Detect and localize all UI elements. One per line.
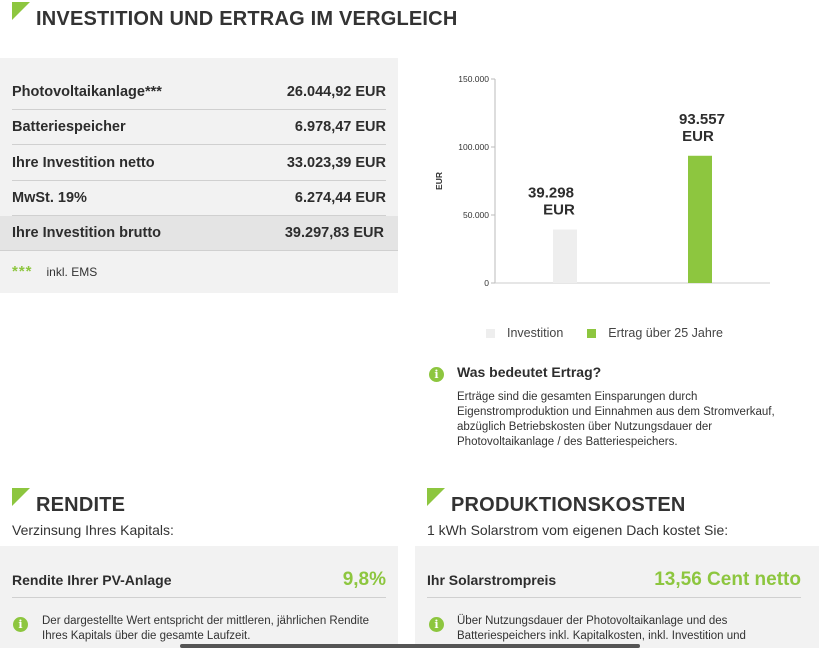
legend-item-investition: Investition: [486, 326, 563, 340]
rendite-value: 9,8%: [342, 569, 386, 590]
info-icon: i: [429, 367, 444, 382]
bar-unit-label: EUR: [682, 128, 714, 145]
footnote-stars: ***: [12, 263, 33, 280]
cost-row-investition-brutto: Ihre Investition brutto 39.297,83 EUR: [0, 216, 398, 251]
chart-legend: Investition Ertrag über 25 Jahre: [486, 326, 747, 340]
bar-unit-label: EUR: [543, 202, 575, 219]
rendite-info-icon: i: [13, 617, 28, 632]
legend-swatch-ertrag: [587, 328, 597, 338]
cost-row-batteriespeicher: Batteriespeicher 6.978,47 EUR: [12, 110, 386, 145]
legend-label-ertrag: Ertrag über 25 Jahre: [608, 326, 723, 340]
y-tick-label: 100.000: [458, 142, 489, 152]
title-corner-marker: [12, 2, 30, 20]
produktionskosten-subtitle: 1 kWh Solarstrom vom eigenen Dach kostet…: [427, 522, 729, 538]
y-tick-label: 50.000: [463, 210, 489, 220]
rendite-note: Der dargestellte Wert entspricht der mit…: [42, 615, 370, 642]
cost-table: Photovoltaikanlage*** 26.044,92 EUR Batt…: [0, 58, 398, 293]
produktionskosten-row: Ihr Solarstrompreis 13,56 Cent netto: [427, 563, 801, 598]
bar-value-label: 39.298: [528, 185, 574, 202]
solarstrompreis-value: 13,56 Cent netto: [654, 569, 801, 590]
produktionskosten-panel: Ihr Solarstrompreis 13,56 Cent netto: [415, 546, 819, 648]
produktionskosten-corner-marker: [427, 488, 445, 506]
cost-value: 33.023,39 EUR: [286, 155, 386, 171]
cost-total-label: Ihre Investition brutto: [12, 225, 162, 241]
cost-row-investition-netto: Ihre Investition netto 33.023,39 EUR: [12, 146, 386, 181]
rendite-subtitle: Verzinsung Ihres Kapitals:: [12, 522, 174, 538]
cost-value: 6.978,47 EUR: [294, 119, 386, 135]
rendite-row: Rendite Ihrer PV-Anlage 9,8%: [12, 563, 386, 598]
produktionskosten-info-icon: i: [429, 617, 444, 632]
comparison-bar-chart: 050.000100.000150.000EUR39.298EUR93.557E…: [434, 74, 770, 288]
rendite-panel: Rendite Ihrer PV-Anlage 9,8%: [0, 546, 398, 648]
info-ertrag-text: Erträge sind die gesamten Einsparungen d…: [457, 391, 775, 448]
produktionskosten-note: Über Nutzungsdauer der Photovoltaikanlag…: [457, 615, 746, 642]
cost-label: Photovoltaikanlage***: [12, 84, 162, 100]
legend-item-ertrag: Ertrag über 25 Jahre: [587, 326, 723, 340]
cost-row-mwst: MwSt. 19% 6.274,44 EUR: [12, 181, 386, 216]
produktionskosten-title: PRODUKTIONSKOSTEN: [451, 494, 686, 516]
page-title: INVESTITION UND ERTRAG IM VERGLEICH: [36, 8, 458, 30]
solarstrompreis-label: Ihr Solarstrompreis: [427, 572, 557, 588]
rendite-corner-marker: [12, 488, 30, 506]
rendite-label: Rendite Ihrer PV-Anlage: [12, 572, 172, 588]
cost-value: 26.044,92 EUR: [286, 84, 386, 100]
info-ertrag-title: Was bedeutet Ertrag?: [457, 364, 602, 380]
cost-total-value: 39.297,83 EUR: [284, 225, 384, 241]
y-tick-label: 0: [484, 278, 489, 288]
bar-ertrag: [688, 155, 712, 283]
cost-label: MwSt. 19%: [12, 190, 87, 206]
rendite-title: RENDITE: [36, 494, 126, 516]
cost-label: Ihre Investition netto: [12, 155, 155, 171]
legend-swatch-investition: [486, 328, 495, 338]
cost-value: 6.274,44 EUR: [294, 190, 386, 206]
y-tick-label: 150.000: [458, 74, 489, 84]
bar-investition: [553, 229, 577, 283]
horizontal-scrollbar[interactable]: [180, 644, 640, 648]
bar-value-label: 93.557: [679, 111, 725, 128]
y-axis-label: EUR: [434, 172, 444, 190]
cost-row-photovoltaik: Photovoltaikanlage*** 26.044,92 EUR: [12, 75, 386, 110]
legend-label-investition: Investition: [507, 326, 564, 340]
cost-label: Batteriespeicher: [12, 119, 126, 135]
footnote-text: inkl. EMS: [46, 264, 98, 279]
cost-footnote: *** inkl. EMS: [12, 263, 97, 280]
